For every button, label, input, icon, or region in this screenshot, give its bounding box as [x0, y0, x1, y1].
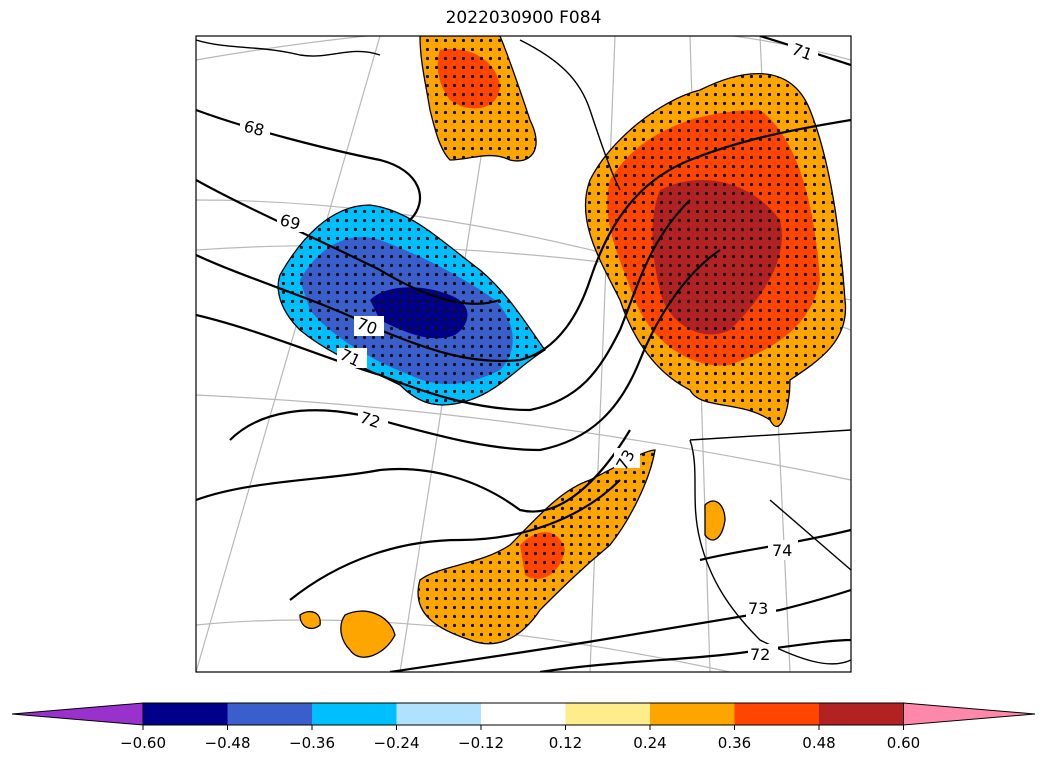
contour-labels: 68 69 70 71 71 72 72 73 73 74 — [240, 39, 818, 664]
map-title: 2022030900 F084 — [445, 8, 602, 28]
colorbar-segment — [396, 703, 481, 725]
contour-label-74: 74 — [772, 541, 792, 560]
colorbar-tick-label: 0.36 — [718, 734, 751, 752]
colorbar-segment — [143, 703, 228, 725]
colorbar-segment — [819, 703, 904, 725]
colorbar-outline — [142, 702, 904, 726]
colorbar-tick-label: −0.24 — [374, 734, 420, 752]
colorbar-segment — [481, 703, 566, 725]
colorbar-tick-label: 0.48 — [802, 734, 835, 752]
anomaly-fill — [277, 36, 847, 658]
colorbar-segment — [227, 703, 312, 725]
colorbar-segment — [734, 703, 819, 725]
colorbar-tick-label: −0.48 — [205, 734, 251, 752]
colorbar-segment — [650, 703, 735, 725]
colorbar-tick-label: 0.60 — [887, 734, 920, 752]
map-frame — [195, 35, 852, 673]
colorbar-tick-label: 0.24 — [633, 734, 666, 752]
map-panel: 68 69 70 71 71 72 72 73 73 74 — [195, 35, 852, 673]
contour-label-69: 69 — [278, 210, 303, 234]
colorbar-segment — [312, 703, 397, 725]
contour-label-68: 68 — [242, 116, 267, 140]
coastlines — [196, 39, 851, 665]
colorbar-tick-label: −0.12 — [458, 734, 504, 752]
contour-label-72-southeast: 72 — [750, 645, 770, 664]
colorbar-segment — [565, 703, 650, 725]
colorbar-tick-label: 0.12 — [549, 734, 582, 752]
contour-label-73-southeast: 73 — [748, 599, 768, 618]
colorbar-tick-label: −0.60 — [120, 734, 166, 752]
colorbar-extend-high — [903, 702, 1036, 726]
colorbar-tick-label: −0.36 — [289, 734, 335, 752]
colorbar-extend-low — [11, 702, 144, 726]
